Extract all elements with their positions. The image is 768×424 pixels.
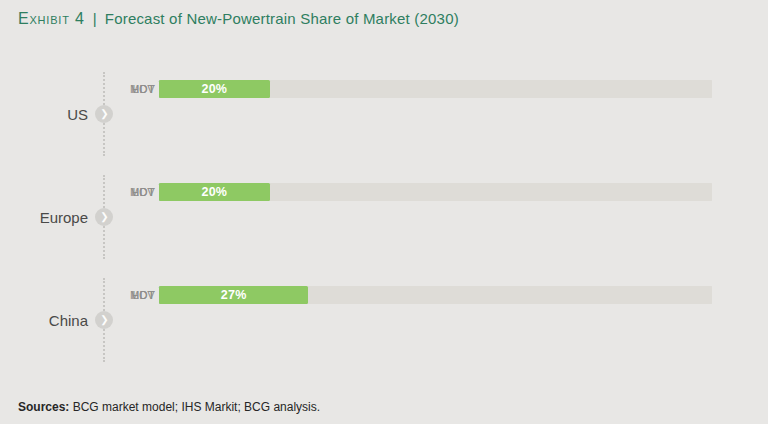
bar-row: HDT 27% bbox=[0, 286, 768, 304]
bar-track: 27% bbox=[159, 286, 712, 304]
bar-value-label: 20% bbox=[201, 82, 227, 96]
bar-value-label: 20% bbox=[201, 185, 227, 199]
chevron-right-circle-icon: ❯ bbox=[95, 311, 113, 329]
bar-fill: 27% bbox=[159, 286, 308, 304]
region-group-china: China❯LCV34%MDT23%HDT27% bbox=[0, 286, 768, 354]
bar-fill: 20% bbox=[159, 80, 270, 98]
chevron-right-circle-icon: ❯ bbox=[95, 105, 113, 123]
chart-area: US❯LCV26%MDT18%HDT20%Europe❯LCV34%MDT19%… bbox=[0, 0, 768, 424]
region-group-us: US❯LCV26%MDT18%HDT20% bbox=[0, 80, 768, 148]
category-label: HDT bbox=[105, 183, 155, 201]
sources-text: BCG market model; IHS Markit; BCG analys… bbox=[69, 400, 320, 414]
category-label: HDT bbox=[105, 80, 155, 98]
bar-value-label: 27% bbox=[221, 288, 247, 302]
bar-track: 20% bbox=[159, 183, 712, 201]
sources-line: Sources: BCG market model; IHS Markit; B… bbox=[18, 400, 320, 414]
bar-row: HDT 20% bbox=[0, 80, 768, 98]
category-label: HDT bbox=[105, 286, 155, 304]
region-group-europe: Europe❯LCV34%MDT19%HDT20% bbox=[0, 183, 768, 251]
bar-track: 20% bbox=[159, 80, 712, 98]
exhibit-page: Exhibit 4 | Forecast of New-Powertrain S… bbox=[0, 0, 768, 424]
chevron-right-circle-icon: ❯ bbox=[95, 208, 113, 226]
sources-label: Sources: bbox=[18, 400, 69, 414]
bar-fill: 20% bbox=[159, 183, 270, 201]
bar-row: HDT 20% bbox=[0, 183, 768, 201]
